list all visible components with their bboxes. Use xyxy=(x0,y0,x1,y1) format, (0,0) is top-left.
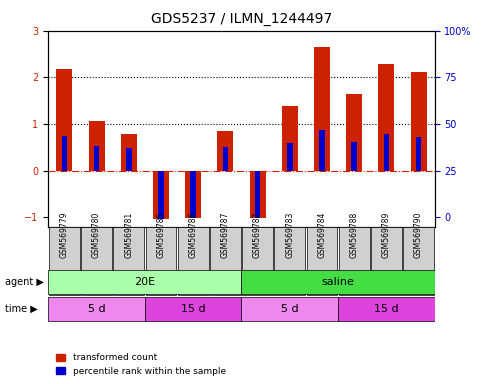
Text: GSM569789: GSM569789 xyxy=(382,211,391,258)
FancyBboxPatch shape xyxy=(242,227,273,295)
FancyBboxPatch shape xyxy=(242,297,338,321)
FancyBboxPatch shape xyxy=(145,297,242,321)
FancyBboxPatch shape xyxy=(371,227,402,295)
Text: GSM569790: GSM569790 xyxy=(414,211,423,258)
FancyBboxPatch shape xyxy=(49,227,80,295)
Text: 20E: 20E xyxy=(134,277,156,287)
FancyBboxPatch shape xyxy=(145,227,176,295)
Text: agent ▶: agent ▶ xyxy=(5,277,43,287)
Text: 15 d: 15 d xyxy=(181,304,205,314)
Bar xyxy=(319,129,325,170)
Bar xyxy=(351,142,357,170)
Legend: transformed count, percentile rank within the sample: transformed count, percentile rank withi… xyxy=(53,350,229,379)
Bar xyxy=(378,64,395,170)
Bar xyxy=(94,146,99,170)
Bar xyxy=(88,121,105,170)
Text: GSM569784: GSM569784 xyxy=(317,211,327,258)
Text: GSM569787: GSM569787 xyxy=(221,211,230,258)
Bar xyxy=(185,170,201,218)
Bar xyxy=(217,131,233,170)
Text: time ▶: time ▶ xyxy=(5,304,38,314)
Bar xyxy=(121,134,137,170)
Bar xyxy=(287,142,293,170)
Bar xyxy=(57,69,72,170)
FancyBboxPatch shape xyxy=(48,297,145,321)
Text: GSM569786: GSM569786 xyxy=(189,211,198,258)
FancyBboxPatch shape xyxy=(178,227,209,295)
Text: GSM569788: GSM569788 xyxy=(350,212,359,258)
Bar xyxy=(190,170,196,218)
Bar xyxy=(346,94,362,170)
Bar xyxy=(250,170,266,218)
FancyBboxPatch shape xyxy=(210,227,241,295)
FancyBboxPatch shape xyxy=(242,270,435,294)
FancyBboxPatch shape xyxy=(114,227,144,295)
Text: GSM569781: GSM569781 xyxy=(124,212,133,258)
FancyBboxPatch shape xyxy=(274,227,305,295)
FancyBboxPatch shape xyxy=(307,227,338,295)
Text: GSM569782: GSM569782 xyxy=(253,212,262,258)
Text: GSM569779: GSM569779 xyxy=(60,211,69,258)
Text: 15 d: 15 d xyxy=(374,304,398,314)
FancyBboxPatch shape xyxy=(338,297,435,321)
Text: GSM569783: GSM569783 xyxy=(285,211,294,258)
Text: 5 d: 5 d xyxy=(281,304,298,314)
FancyBboxPatch shape xyxy=(48,270,242,294)
Bar xyxy=(223,147,228,170)
Bar xyxy=(411,72,426,170)
FancyBboxPatch shape xyxy=(81,227,112,295)
Bar xyxy=(255,170,260,218)
Bar xyxy=(416,137,421,170)
Bar xyxy=(314,47,330,170)
FancyBboxPatch shape xyxy=(339,227,369,295)
Bar xyxy=(126,148,131,170)
Bar xyxy=(282,106,298,170)
Text: saline: saline xyxy=(322,277,355,287)
Text: GSM569785: GSM569785 xyxy=(156,211,166,258)
Bar xyxy=(384,134,389,170)
Bar xyxy=(62,136,67,170)
Text: GSM569780: GSM569780 xyxy=(92,211,101,258)
Text: GDS5237 / ILMN_1244497: GDS5237 / ILMN_1244497 xyxy=(151,12,332,25)
Bar xyxy=(153,170,169,218)
Text: 5 d: 5 d xyxy=(88,304,105,314)
Bar xyxy=(158,170,164,218)
FancyBboxPatch shape xyxy=(403,227,434,295)
